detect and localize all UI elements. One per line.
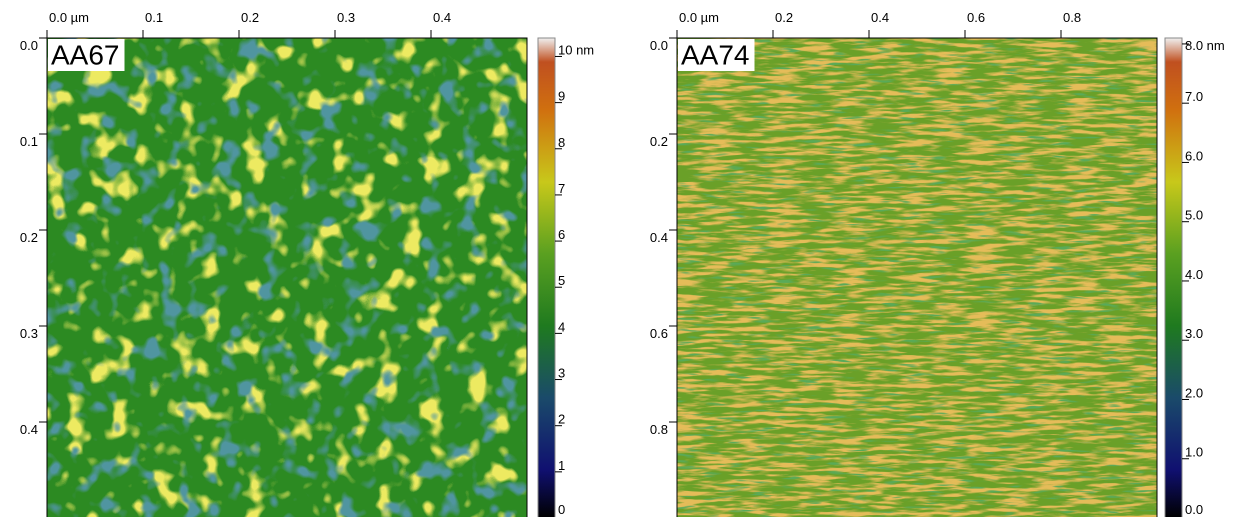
colorbar-tick-label: 3: [558, 366, 565, 381]
colorbar-tick-label: 8: [558, 135, 565, 150]
y-tick-label: 0.8: [650, 422, 668, 437]
x-tick-label: 0.1: [145, 10, 163, 25]
colorbar-tick-label: 0.0: [1185, 502, 1203, 517]
y-tick-label: 0.1: [20, 134, 38, 149]
image-label: AA67: [51, 40, 120, 71]
colorbar-tick-label: 0: [558, 502, 565, 517]
y-tick-label: 0.0: [650, 38, 668, 53]
x-tick-label: 0.6: [967, 10, 985, 25]
y-tick-label: 0.4: [20, 422, 38, 437]
colorbar-tick-label: 2.0: [1185, 385, 1203, 400]
colorbar-tick-label: 2: [558, 412, 565, 427]
y-tick-label: 0.3: [20, 326, 38, 341]
colorbar-tick-label: 7: [558, 181, 565, 196]
x-tick-label: 0.2: [775, 10, 793, 25]
colorbar-tick-label: 4: [558, 319, 565, 334]
colorbar-tick-label: 1.0: [1185, 445, 1203, 460]
colorbar-tick-label: 1: [558, 458, 565, 473]
label-box: [48, 39, 125, 71]
x-tick-label: 0.4: [433, 10, 451, 25]
colorbar-tick-label: 9: [558, 89, 565, 104]
image-texture: [47, 38, 527, 518]
x-tick-label: 0.2: [241, 10, 259, 25]
image-texture: [677, 38, 1157, 518]
y-tick-label: 0.2: [650, 134, 668, 149]
colorbar-tick-label: 6: [558, 227, 565, 242]
image-label: AA74: [681, 40, 750, 71]
label-box: [678, 39, 755, 71]
y-tick-label: 0.4: [650, 230, 668, 245]
colorbar-tick-label: 6.0: [1185, 148, 1203, 163]
colorbar-tick-label: 8.0 nm: [1185, 38, 1225, 53]
x-tick-label: 0.8: [1063, 10, 1081, 25]
colorbar-tick-label: 10 nm: [558, 42, 594, 57]
colorbar-tick-label: 7.0: [1185, 89, 1203, 104]
x-tick-label: 0.0 µm: [49, 10, 89, 25]
colorbar: [1164, 37, 1183, 519]
x-tick-label: 0.3: [337, 10, 355, 25]
y-tick-label: 0.2: [20, 230, 38, 245]
x-tick-label: 0.0 µm: [679, 10, 719, 25]
colorbar-tick-label: 5.0: [1185, 208, 1203, 223]
colorbar: [537, 37, 556, 519]
y-tick-label: 0.0: [20, 38, 38, 53]
y-tick-label: 0.6: [650, 326, 668, 341]
colorbar-tick-label: 3.0: [1185, 326, 1203, 341]
x-tick-label: 0.4: [871, 10, 889, 25]
colorbar-tick-label: 4.0: [1185, 267, 1203, 282]
colorbar-tick-label: 5: [558, 273, 565, 288]
